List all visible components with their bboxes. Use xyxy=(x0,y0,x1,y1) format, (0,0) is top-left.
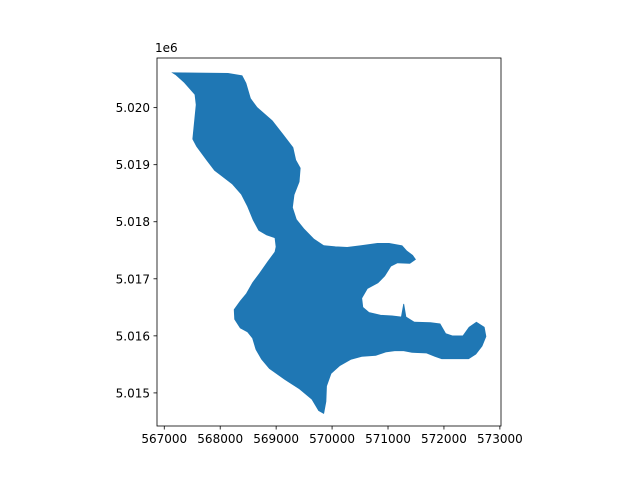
region-polygon xyxy=(171,72,487,415)
x-tick-label: 568000 xyxy=(197,432,243,446)
x-tick-label: 571000 xyxy=(365,432,411,446)
x-tick-label: 570000 xyxy=(309,432,355,446)
y-axis: 5.015 5.016 5.017 5.018 5.019 5.020 xyxy=(116,101,157,400)
y-offset-label: 1e6 xyxy=(155,41,178,55)
x-tick-label: 569000 xyxy=(253,432,299,446)
x-tick-label: 572000 xyxy=(421,432,467,446)
y-tick-label: 5.018 xyxy=(116,215,150,229)
axes-frame xyxy=(156,57,502,427)
y-tick-label: 5.016 xyxy=(116,329,150,343)
y-tick-label: 5.017 xyxy=(116,272,150,286)
y-tick-label: 5.019 xyxy=(116,158,150,172)
x-tick-label: 567000 xyxy=(141,432,187,446)
y-tick-label: 5.020 xyxy=(116,101,150,115)
y-tick-label: 5.015 xyxy=(116,386,150,400)
x-tick-label: 573000 xyxy=(477,432,523,446)
x-axis: 567000 568000 569000 570000 571000 572000 5730… xyxy=(141,426,523,446)
